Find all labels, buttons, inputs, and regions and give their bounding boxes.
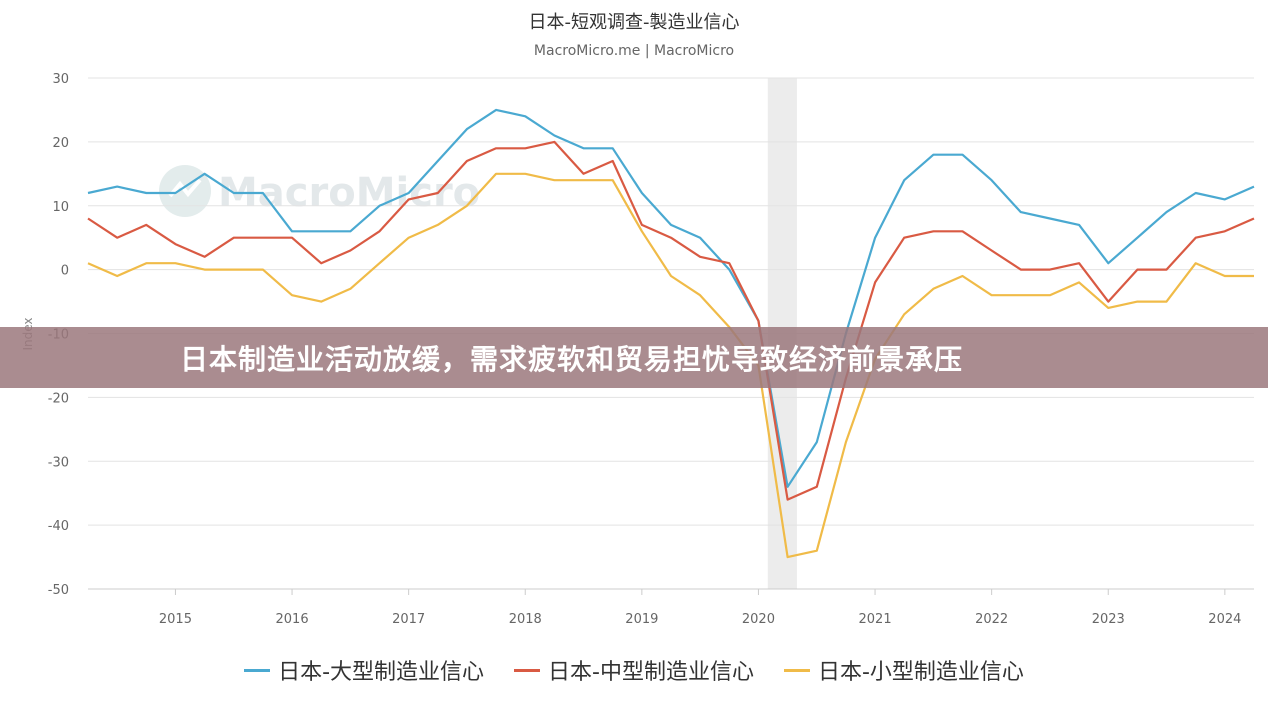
x-tick-label: 2017: [392, 612, 425, 627]
headline-text: 日本制造业活动放缓，需求疲软和贸易担忧导致经济前景承压: [180, 342, 964, 376]
x-tick-label: 2016: [276, 612, 309, 627]
headline-banner: 日本制造业活动放缓，需求疲软和贸易担忧导致经济前景承压: [0, 327, 1268, 388]
chart-subtitle: MacroMicro.me | MacroMicro: [533, 43, 735, 59]
x-axis-ticks: 2015 2016 2017 2018 2019 2020 2021 2022 2023 2024: [159, 589, 1241, 627]
y-tick-label: -20: [48, 391, 69, 406]
y-tick-label: -50: [48, 583, 69, 598]
legend-swatch-small: [783, 668, 810, 672]
x-tick-label: 2022: [975, 612, 1008, 627]
y-tick-label: 30: [52, 72, 69, 87]
legend-item-large[interactable]: 日本-大型制造业信心: [244, 654, 484, 686]
legend: 日本-大型制造业信心 日本-中型制造业信心 日本-小型制造业信心: [0, 654, 1268, 686]
watermark: MacroMicro: [159, 165, 480, 217]
series-lines: [87, 108, 1255, 559]
series-line-large: [87, 108, 1255, 488]
x-tick-label: 2018: [509, 612, 542, 627]
legend-label-large: 日本-大型制造业信心: [278, 660, 485, 685]
y-tick-label: 0: [61, 264, 69, 279]
legend-swatch-medium: [514, 668, 541, 672]
y-tick-label: -30: [48, 455, 69, 470]
legend-swatch-large: [244, 668, 271, 672]
x-tick-label: 2024: [1208, 612, 1241, 627]
legend-label-small: 日本-小型制造业信心: [817, 660, 1024, 685]
y-tick-label: -40: [48, 519, 69, 534]
legend-item-medium[interactable]: 日本-中型制造业信心: [514, 654, 754, 686]
legend-label-medium: 日本-中型制造业信心: [548, 660, 754, 685]
x-tick-label: 2021: [859, 612, 892, 627]
series-line-small: [87, 172, 1254, 559]
x-tick-label: 2015: [159, 612, 192, 627]
x-tick-label: 2020: [742, 612, 775, 627]
x-tick-label: 2023: [1092, 612, 1125, 627]
series-line-medium: [87, 140, 1255, 501]
y-tick-label: 10: [52, 200, 69, 215]
legend-item-small[interactable]: 日本-小型制造业信心: [783, 654, 1024, 686]
y-tick-label: 20: [52, 136, 69, 151]
x-tick-label: 2019: [625, 612, 658, 627]
chart-title: 日本-短观调查-製造业信心: [528, 12, 740, 33]
